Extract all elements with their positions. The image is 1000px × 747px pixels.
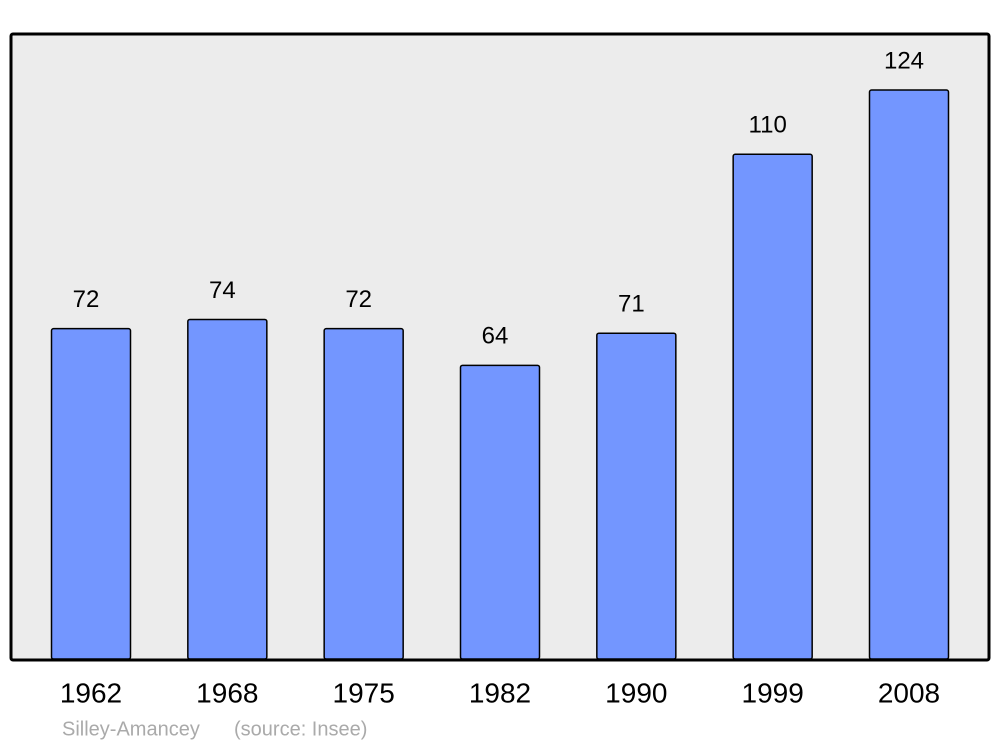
bar bbox=[459, 364, 541, 660]
x-tick-label: 1990 bbox=[605, 677, 667, 708]
value-label: 74 bbox=[209, 277, 236, 304]
value-label: 72 bbox=[345, 286, 372, 313]
x-tick-label: 1962 bbox=[60, 677, 122, 708]
x-tick-label: 1975 bbox=[333, 677, 395, 708]
value-label: 124 bbox=[884, 47, 924, 74]
value-label: 64 bbox=[482, 323, 509, 350]
bar bbox=[323, 327, 404, 660]
value-label: 110 bbox=[749, 112, 787, 139]
bar bbox=[50, 327, 132, 660]
caption: Silley-Amancey bbox=[62, 718, 200, 740]
x-tick-label: 1968 bbox=[196, 677, 258, 708]
x-tick-label: 1982 bbox=[469, 677, 531, 708]
bar bbox=[732, 153, 813, 660]
x-tick-label: 1999 bbox=[742, 677, 804, 708]
bar bbox=[596, 332, 677, 660]
value-label: 72 bbox=[73, 286, 100, 313]
bar bbox=[868, 89, 950, 660]
value-label: 71 bbox=[618, 291, 645, 318]
source: (source: Insee) bbox=[234, 718, 367, 740]
bar bbox=[187, 318, 268, 660]
x-tick-label: 2008 bbox=[878, 677, 940, 708]
